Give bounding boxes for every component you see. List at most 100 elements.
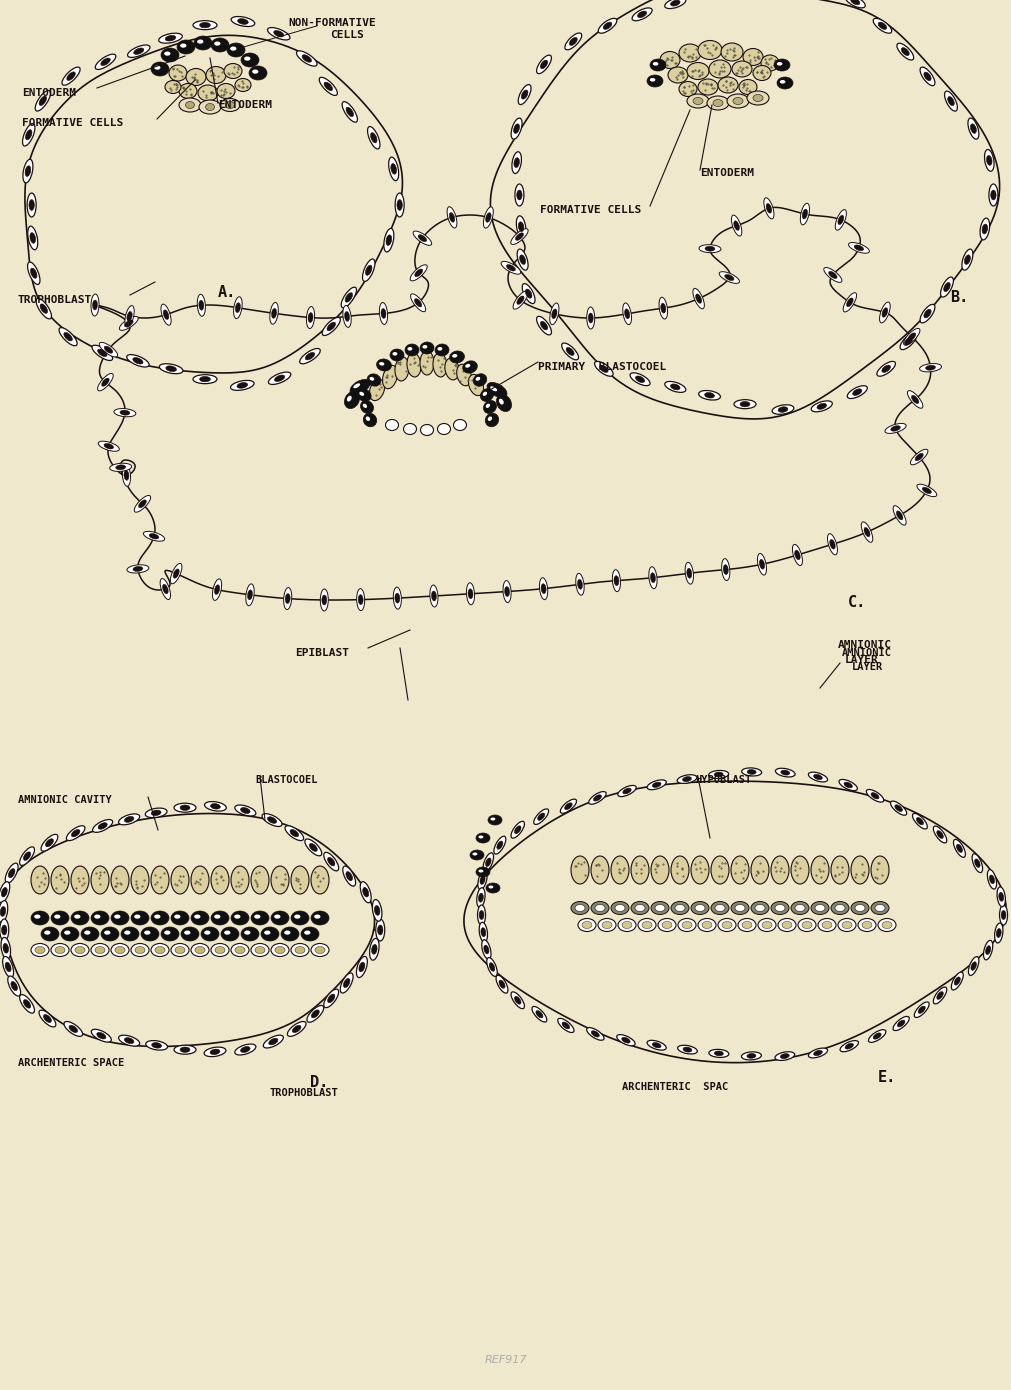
Ellipse shape <box>988 183 997 206</box>
Ellipse shape <box>35 90 51 111</box>
Ellipse shape <box>223 930 231 934</box>
Ellipse shape <box>433 353 447 377</box>
Ellipse shape <box>262 813 282 827</box>
Ellipse shape <box>343 306 351 328</box>
Text: TROPHOBLAST: TROPHOBLAST <box>270 1088 339 1098</box>
Ellipse shape <box>179 99 201 113</box>
Ellipse shape <box>850 856 868 884</box>
Ellipse shape <box>124 320 133 327</box>
Ellipse shape <box>246 584 254 606</box>
Ellipse shape <box>198 300 203 310</box>
Ellipse shape <box>30 232 35 243</box>
Ellipse shape <box>761 922 771 929</box>
Ellipse shape <box>19 995 34 1013</box>
Ellipse shape <box>170 563 182 584</box>
Ellipse shape <box>390 164 396 174</box>
Text: LAYER: LAYER <box>851 662 883 671</box>
Ellipse shape <box>181 927 199 941</box>
Ellipse shape <box>514 124 519 133</box>
Ellipse shape <box>161 304 171 325</box>
Ellipse shape <box>717 76 737 93</box>
Ellipse shape <box>310 910 329 924</box>
Ellipse shape <box>134 495 151 512</box>
Ellipse shape <box>972 853 982 873</box>
Ellipse shape <box>650 902 668 915</box>
Ellipse shape <box>236 303 241 313</box>
Ellipse shape <box>594 905 605 912</box>
Ellipse shape <box>511 821 524 838</box>
Ellipse shape <box>199 100 220 114</box>
Ellipse shape <box>165 35 176 42</box>
Ellipse shape <box>367 374 380 386</box>
Ellipse shape <box>360 881 371 902</box>
Ellipse shape <box>294 915 300 919</box>
Ellipse shape <box>708 770 728 778</box>
Ellipse shape <box>114 409 135 417</box>
Ellipse shape <box>104 930 110 934</box>
Ellipse shape <box>800 203 809 225</box>
Ellipse shape <box>437 424 450 435</box>
Ellipse shape <box>894 805 902 812</box>
Ellipse shape <box>124 816 133 823</box>
Ellipse shape <box>839 1041 857 1052</box>
Ellipse shape <box>813 774 822 780</box>
Ellipse shape <box>549 303 558 325</box>
Ellipse shape <box>709 60 730 78</box>
Ellipse shape <box>721 922 731 929</box>
Ellipse shape <box>646 75 662 88</box>
Ellipse shape <box>301 54 311 63</box>
Text: NON-FORMATIVE: NON-FORMATIVE <box>288 18 375 28</box>
Ellipse shape <box>151 910 169 924</box>
Ellipse shape <box>590 1031 599 1037</box>
Ellipse shape <box>714 1051 723 1056</box>
Ellipse shape <box>540 60 547 68</box>
Ellipse shape <box>481 940 490 959</box>
Ellipse shape <box>814 905 824 912</box>
Ellipse shape <box>539 578 547 599</box>
Ellipse shape <box>575 573 583 595</box>
Ellipse shape <box>730 902 748 915</box>
Ellipse shape <box>730 856 748 884</box>
Ellipse shape <box>383 228 393 252</box>
Ellipse shape <box>686 569 692 578</box>
Ellipse shape <box>476 888 484 908</box>
Ellipse shape <box>897 1020 904 1027</box>
Ellipse shape <box>483 207 492 228</box>
Ellipse shape <box>180 1047 190 1052</box>
Ellipse shape <box>570 902 588 915</box>
Ellipse shape <box>269 1038 278 1045</box>
Ellipse shape <box>210 866 228 894</box>
Ellipse shape <box>64 332 73 341</box>
Ellipse shape <box>41 834 58 851</box>
Ellipse shape <box>486 958 496 976</box>
Ellipse shape <box>363 413 376 427</box>
Ellipse shape <box>0 901 8 923</box>
Ellipse shape <box>403 424 417 435</box>
Ellipse shape <box>511 118 522 139</box>
Ellipse shape <box>324 82 333 90</box>
Ellipse shape <box>295 947 304 954</box>
Ellipse shape <box>437 348 442 350</box>
Ellipse shape <box>577 919 595 931</box>
Ellipse shape <box>791 856 808 884</box>
Ellipse shape <box>502 581 511 602</box>
Ellipse shape <box>828 271 836 278</box>
Ellipse shape <box>311 1011 319 1017</box>
Ellipse shape <box>999 905 1007 924</box>
Ellipse shape <box>139 500 147 507</box>
Ellipse shape <box>611 902 629 915</box>
Ellipse shape <box>210 803 220 809</box>
Ellipse shape <box>343 979 350 988</box>
Ellipse shape <box>223 64 242 78</box>
Ellipse shape <box>304 930 310 934</box>
Ellipse shape <box>646 1040 665 1049</box>
Ellipse shape <box>598 919 616 931</box>
Ellipse shape <box>341 288 356 307</box>
Ellipse shape <box>284 930 290 934</box>
Ellipse shape <box>853 245 862 250</box>
Ellipse shape <box>370 132 377 143</box>
Ellipse shape <box>469 851 483 860</box>
Ellipse shape <box>99 342 117 357</box>
Ellipse shape <box>950 972 962 990</box>
Ellipse shape <box>51 866 69 894</box>
